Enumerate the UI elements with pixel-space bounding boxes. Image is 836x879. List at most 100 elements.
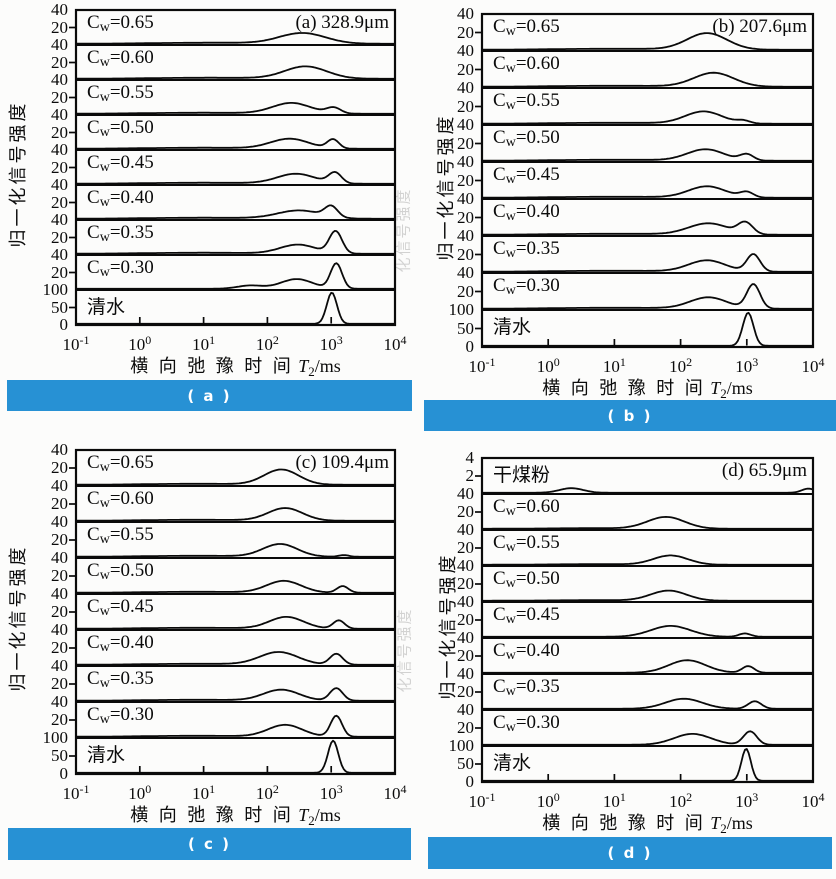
row-label-part: C bbox=[87, 668, 100, 689]
x-tick-label: 103 bbox=[307, 779, 355, 804]
row-label-part: C bbox=[87, 257, 100, 278]
x-axis-unit: /ms bbox=[314, 356, 341, 376]
row-label-part: C bbox=[493, 16, 506, 37]
row-label: Cw=0.50 bbox=[493, 568, 560, 592]
row-label: Cw=0.55 bbox=[493, 532, 560, 556]
row-label: Cw=0.55 bbox=[493, 90, 560, 114]
row-label-part: w bbox=[505, 61, 516, 76]
plot-border bbox=[74, 8, 397, 327]
row-label-part: =0.35 bbox=[515, 676, 560, 697]
y-tick-label: 40 bbox=[51, 440, 68, 459]
x-tick-part: 2 bbox=[686, 355, 693, 369]
row-label-part: =0.35 bbox=[109, 222, 154, 243]
y-tick-label: 40 bbox=[51, 656, 68, 675]
row-label-part: =0.40 bbox=[515, 640, 560, 661]
t2-curve bbox=[76, 32, 395, 45]
x-tick-part: 4 bbox=[400, 333, 407, 347]
x-tick-part: 10 bbox=[468, 357, 486, 376]
y-tick-label: 40 bbox=[457, 592, 474, 611]
x-tick-label: 100 bbox=[524, 352, 572, 377]
x-tick-part: 2 bbox=[272, 782, 279, 796]
y-tick-label: 20 bbox=[457, 682, 474, 701]
row-label-part: w bbox=[99, 532, 110, 547]
x-tick-part: 4 bbox=[818, 790, 825, 804]
caption-banner-a: ( a ) bbox=[7, 380, 412, 411]
t2-curve bbox=[76, 468, 395, 486]
x-tick-part: 10 bbox=[255, 335, 273, 354]
row-label: Cw=0.45 bbox=[87, 152, 154, 176]
row-label-part: =0.40 bbox=[109, 632, 154, 653]
t2-curve bbox=[482, 730, 813, 746]
x-tick-label: 103 bbox=[307, 330, 355, 355]
y-tick-label: 20 bbox=[457, 96, 474, 116]
t2-curve bbox=[482, 148, 813, 162]
y-tick-label: 40 bbox=[457, 4, 474, 23]
y-tick-label: 20 bbox=[457, 281, 474, 301]
t2-curve bbox=[76, 616, 395, 630]
y-tick-label: 40 bbox=[457, 664, 474, 683]
x-axis-title: 横 向 弛 豫 时 间 T2/ms bbox=[76, 352, 395, 380]
row-label-part: =0.45 bbox=[515, 164, 560, 185]
y-axis-label: 归一化信号强度 bbox=[436, 113, 456, 261]
t2-plot-b bbox=[475, 12, 815, 349]
t2-curve bbox=[482, 253, 813, 273]
plot-border bbox=[74, 448, 397, 776]
t2-curve bbox=[482, 554, 813, 566]
x-tick-part: 4 bbox=[400, 782, 407, 796]
row-label-part: =0.30 bbox=[109, 257, 154, 278]
x-axis-title: 横 向 弛 豫 时 间 T2/ms bbox=[76, 801, 395, 829]
row-label: Cw=0.40 bbox=[87, 187, 154, 211]
x-tick-part: 0 bbox=[553, 790, 560, 804]
panel-a: 40 20 40 20 40 20 40 20 40 20 40 20 40 20 40 20 100 50 0 Cw… bbox=[0, 0, 418, 440]
row-label-part: w bbox=[99, 160, 110, 175]
y-tick-label: 40 bbox=[51, 512, 68, 531]
x-axis-unit: /ms bbox=[314, 805, 341, 825]
row-label-part: C bbox=[493, 275, 506, 296]
row-label-part: =0.50 bbox=[109, 117, 154, 138]
y-tick-label: 20 bbox=[51, 122, 68, 142]
t2-curve bbox=[482, 748, 813, 782]
row-label-part: =0.55 bbox=[515, 532, 560, 553]
t2-curve bbox=[76, 291, 395, 325]
panel-title: (b) 207.6μm bbox=[712, 16, 807, 37]
y-tick-label: 20 bbox=[457, 59, 474, 79]
plot-border bbox=[480, 456, 815, 784]
row-label-part: w bbox=[99, 676, 110, 691]
y-tick-label: 40 bbox=[51, 105, 68, 124]
x-tick-label: 104 bbox=[371, 330, 419, 355]
row-label-part: w bbox=[505, 246, 516, 261]
y-tick-label: 40 bbox=[457, 263, 474, 282]
y-tick-label: 20 bbox=[457, 538, 474, 557]
x-tick-part: 10 bbox=[62, 784, 80, 803]
t2-curve bbox=[76, 230, 395, 255]
y-tick-label: 40 bbox=[51, 70, 68, 89]
y-tick-label: 100 bbox=[448, 300, 475, 319]
row-label-part: C bbox=[87, 12, 100, 33]
row-label-part: =0.40 bbox=[515, 201, 560, 222]
y-tick-label: 20 bbox=[457, 170, 474, 190]
t2-curve bbox=[482, 697, 813, 710]
row-label-part: C bbox=[493, 53, 506, 74]
row-label-part: C bbox=[493, 496, 506, 517]
row-label-part: w bbox=[99, 195, 110, 210]
row-label-part: =0.60 bbox=[109, 47, 154, 68]
y-tick-label: 4 bbox=[465, 448, 475, 467]
row-label-part: w bbox=[505, 684, 516, 699]
x-tick-part: 0 bbox=[553, 355, 560, 369]
x-tick-label: 101 bbox=[590, 787, 638, 812]
y-tick-label: 50 bbox=[457, 754, 474, 773]
row-label-part: C bbox=[493, 712, 506, 733]
y-tick-label: 50 bbox=[51, 746, 68, 765]
row-label: Cw=0.65 bbox=[87, 452, 154, 476]
x-axis-title: 横 向 弛 豫 时 间 T2/ms bbox=[482, 809, 813, 837]
row-label-part: w bbox=[99, 90, 110, 105]
row-label: Cw=0.30 bbox=[87, 704, 154, 728]
row-label-part: C bbox=[493, 127, 506, 148]
x-tick-part: 10 bbox=[735, 357, 753, 376]
y-tick-label: 2 bbox=[465, 466, 475, 485]
y-tick-label: 40 bbox=[457, 189, 474, 208]
x-tick-part: 10 bbox=[669, 357, 687, 376]
row-label-part: C bbox=[493, 532, 506, 553]
row-label: Cw=0.60 bbox=[87, 47, 154, 71]
row-label-part: C bbox=[87, 524, 100, 545]
